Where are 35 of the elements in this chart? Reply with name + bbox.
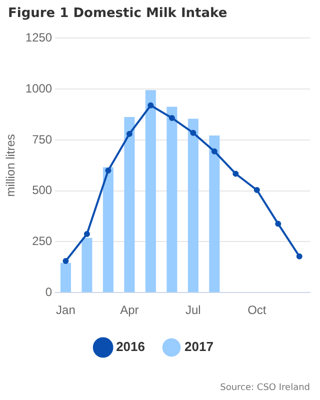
point bbox=[126, 130, 132, 137]
bar bbox=[60, 262, 71, 292]
bar bbox=[102, 167, 114, 292]
point bbox=[296, 253, 302, 260]
point bbox=[148, 102, 154, 108]
legend-label: 2017 bbox=[184, 339, 214, 354]
point bbox=[105, 167, 112, 174]
point bbox=[232, 170, 239, 177]
y-tick-label: 0 bbox=[45, 284, 52, 299]
point bbox=[254, 187, 260, 194]
point bbox=[275, 220, 282, 227]
y-tick-label: 250 bbox=[32, 234, 52, 248]
point bbox=[168, 114, 175, 121]
x-tick-label: Apr bbox=[120, 303, 139, 318]
x-tick-label: Jul bbox=[185, 303, 201, 318]
legend-label: 2016 bbox=[116, 339, 145, 354]
y-axis-title: million litres bbox=[4, 134, 18, 197]
chart-title: Figure 1 Domestic Milk Intake bbox=[7, 5, 228, 23]
x-tick-label: Jan bbox=[56, 303, 76, 318]
source-note: Source: CSO Ireland bbox=[219, 383, 310, 393]
x-tick-label: Oct bbox=[248, 303, 267, 318]
y-tick-label: 500 bbox=[32, 183, 52, 198]
bar bbox=[145, 90, 156, 292]
bar bbox=[188, 118, 198, 292]
point bbox=[211, 148, 218, 154]
y-tick-label: 1000 bbox=[25, 81, 52, 96]
y-tick-label: 1250 bbox=[25, 30, 52, 45]
bar bbox=[209, 135, 220, 292]
bar bbox=[82, 238, 92, 292]
point bbox=[84, 230, 90, 237]
bar bbox=[166, 106, 178, 292]
bar bbox=[124, 116, 135, 292]
y-tick-label: 750 bbox=[32, 132, 52, 146]
point bbox=[190, 130, 196, 136]
point bbox=[62, 258, 69, 264]
